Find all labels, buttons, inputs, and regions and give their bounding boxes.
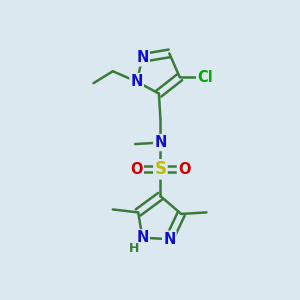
Text: O: O [130,162,143,177]
Text: N: N [154,135,167,150]
Text: H: H [128,242,139,255]
Text: N: N [136,230,149,245]
Text: O: O [178,162,190,177]
Text: N: N [130,74,143,89]
Text: N: N [163,232,176,247]
Text: N: N [136,50,149,65]
Text: Cl: Cl [197,70,213,85]
Text: S: S [154,160,166,178]
